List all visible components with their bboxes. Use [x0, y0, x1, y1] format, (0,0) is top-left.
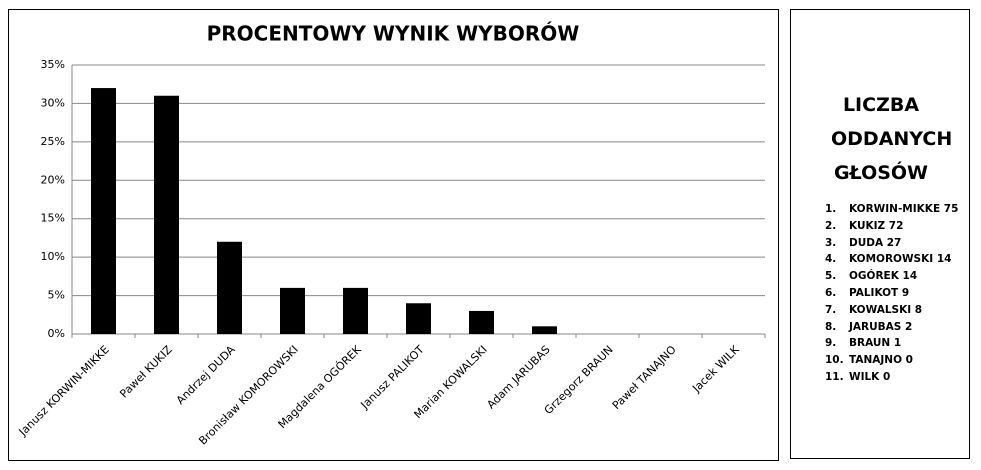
bar: [91, 88, 116, 334]
y-tick-label: 30%: [41, 96, 65, 109]
y-tick-label: 25%: [41, 135, 65, 148]
item-text: JARUBAS 2: [849, 320, 913, 333]
x-tick-label: Andrzej DUDA: [174, 343, 238, 407]
vote-item: 7. KOWALSKI 8: [825, 302, 958, 319]
vote-item: 4. KOMOROWSKI 14: [825, 251, 958, 268]
chart-frame: [8, 9, 779, 461]
item-text: TANAJNO 0: [849, 354, 913, 367]
x-tick-label: Paweł TANAJNO: [610, 343, 679, 412]
y-tick-label: 0%: [48, 327, 65, 340]
item-number: 2.: [825, 219, 837, 232]
y-tick-label: 35%: [41, 58, 65, 71]
x-tick-label: Adam JARUBAS: [484, 343, 552, 411]
item-number: 4.: [825, 253, 837, 266]
vote-item: 6. PALIKOT 9: [825, 285, 958, 302]
x-tick-label: Paweł KUKIZ: [117, 343, 175, 401]
item-number: 3.: [825, 236, 837, 249]
chart-title: PROCENTOWY WYNIK WYBORÓW: [207, 22, 580, 46]
y-tick-label: 10%: [41, 250, 65, 263]
bar: [532, 326, 557, 334]
item-text: KORWIN-MIKKE 75: [849, 203, 959, 215]
vote-list: 1. KORWIN-MIKKE 75 2. KUKIZ 72 3. DUDA 27 4. KO…: [825, 201, 958, 386]
vote-item: 5. OGÓREK 14: [825, 268, 958, 285]
panel-title: LICZBA ODDANYCH GŁOSÓW: [831, 94, 953, 184]
item-number: 7.: [825, 303, 837, 316]
vote-item: 1. KORWIN-MIKKE 75: [825, 201, 958, 218]
item-number: 8.: [825, 320, 837, 333]
item-text: KOWALSKI 8: [849, 303, 923, 316]
y-tick-label: 5%: [48, 289, 65, 302]
item-text: BRAUN 1: [849, 337, 902, 350]
y-tick-label: 15%: [41, 212, 65, 225]
x-tick-label: Janusz KORWIN-MIKKE: [16, 343, 112, 439]
vote-item: 8. JARUBAS 2: [825, 319, 958, 336]
item-number: 11.: [825, 370, 844, 383]
bar: [469, 310, 494, 334]
item-number: 1.: [825, 203, 837, 215]
vote-item: 11. WILK 0: [825, 369, 958, 386]
item-text: DUDA 27: [849, 236, 902, 249]
y-tick-label: 20%: [41, 173, 65, 186]
x-tick-label: Jacek WILK: [689, 343, 742, 396]
bar: [343, 287, 368, 334]
bar: [280, 287, 305, 334]
vote-item: 9. BRAUN 1: [825, 335, 958, 352]
item-number: 5.: [825, 270, 837, 283]
item-number: 10.: [825, 354, 844, 367]
chart: PROCENTOWY WYNIK WYBORÓW 0% 5% 10% 15% 20% 25…: [8, 9, 779, 461]
item-text: WILK 0: [849, 370, 891, 383]
bar: [217, 241, 242, 334]
item-number: 9.: [825, 337, 837, 350]
item-text: PALIKOT 9: [849, 286, 910, 299]
vote-panel: LICZBA ODDANYCH GŁOSÓW 1. KORWIN-MIKKE 75…: [790, 9, 970, 459]
vote-item: 3. DUDA 27: [825, 235, 958, 252]
x-tick-label: Grzegorz BRAUN: [542, 343, 616, 417]
item-text: OGÓREK 14: [849, 270, 918, 283]
x-tick-label: Janusz PALIKOT: [358, 343, 427, 412]
item-text: KOMOROWSKI 14: [849, 253, 952, 266]
bar: [154, 95, 179, 334]
vote-item: 10. TANAJNO 0: [825, 352, 958, 369]
bar: [406, 303, 431, 334]
vote-item: 2. KUKIZ 72: [825, 218, 958, 235]
item-number: 6.: [825, 286, 837, 299]
item-text: KUKIZ 72: [849, 219, 904, 232]
